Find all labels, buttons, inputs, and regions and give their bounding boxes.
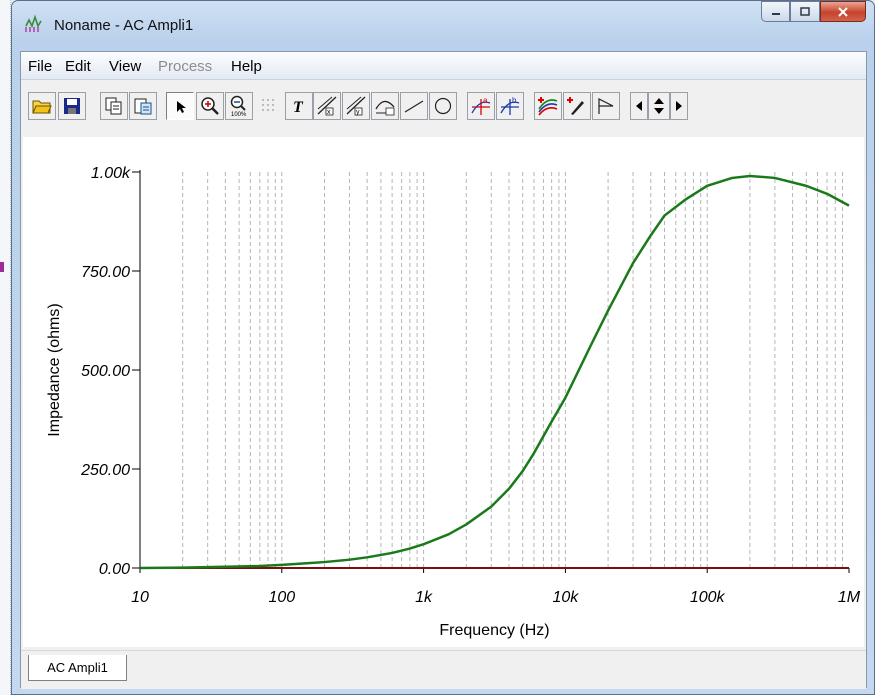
- svg-text:a: a: [483, 96, 488, 105]
- window-title: Noname - AC Ampli1: [54, 17, 194, 34]
- maximize-icon: [800, 6, 810, 16]
- title-bar[interactable]: Noname - AC Ampli1: [12, 1, 874, 51]
- y-cursor-icon: y: [346, 96, 366, 116]
- line-tool-button[interactable]: [400, 92, 428, 120]
- svg-text:100%: 100%: [231, 112, 247, 117]
- toolbar: 100% T x y a: [21, 80, 866, 132]
- zoom-100-icon: 100%: [230, 95, 247, 117]
- desktop-edge: [0, 0, 11, 695]
- close-button[interactable]: [820, 1, 866, 22]
- menu-help[interactable]: Help: [231, 58, 262, 75]
- curve-label-icon: [375, 100, 395, 116]
- copy-icon: [105, 97, 122, 115]
- minimize-button[interactable]: [761, 1, 790, 22]
- x-tick-label: 1k: [415, 589, 433, 606]
- minimize-icon: [771, 12, 780, 15]
- menu-view[interactable]: View: [109, 58, 142, 75]
- y-tick-label: 0.00: [99, 561, 130, 578]
- zoom-in-button[interactable]: [196, 92, 224, 120]
- x-tick-label: 10: [131, 589, 149, 606]
- app-logo-icon: [25, 14, 42, 32]
- desktop-marker: [0, 262, 4, 272]
- x-cursor-button[interactable]: x: [313, 92, 341, 120]
- save-disk-icon: [64, 98, 80, 114]
- cursor-b-icon: b: [500, 96, 520, 115]
- flag-button[interactable]: [592, 92, 620, 120]
- series-line-impedance: [139, 174, 850, 570]
- close-icon: [838, 6, 848, 17]
- text-tool-icon: T: [293, 99, 304, 115]
- cursor-b-button[interactable]: b: [496, 92, 524, 120]
- y-axis-title: Impedance (ohms): [46, 303, 63, 436]
- y-cursor-button[interactable]: y: [342, 92, 370, 120]
- zoom-in-icon: [201, 97, 219, 115]
- zoom-100-button[interactable]: 100%: [225, 92, 253, 120]
- tab-strip: AC Ampli1: [21, 650, 866, 689]
- x-axis-title: Frequency (Hz): [439, 622, 549, 639]
- x-tick-label: 1M: [838, 589, 861, 606]
- x-cursor-icon: x: [317, 96, 337, 116]
- y-tick-label: 500.00: [81, 363, 130, 380]
- pen-marker-button[interactable]: [563, 92, 591, 120]
- y-tick-label: 750.00: [81, 264, 130, 281]
- flag-icon: [598, 98, 614, 114]
- add-curve-button[interactable]: [534, 92, 562, 120]
- app-window: Noname - AC Ampli1 File Edit View Proces…: [11, 0, 875, 695]
- grid-button[interactable]: [255, 92, 283, 120]
- curve-label-button[interactable]: [371, 92, 399, 120]
- y-tick-label: 1.00k: [91, 165, 131, 182]
- maximize-button[interactable]: [790, 1, 820, 22]
- circle-tool-button[interactable]: [429, 92, 457, 120]
- pen-marker-icon: [567, 97, 584, 115]
- scroll-left-icon: [636, 101, 642, 111]
- add-curve-icon: [538, 97, 558, 116]
- svg-text:x: x: [327, 109, 331, 116]
- svg-text:y: y: [356, 109, 360, 116]
- paste-special-button[interactable]: [129, 92, 157, 120]
- line-tool-icon: [404, 100, 424, 113]
- menu-bar: File Edit View Process Help: [21, 52, 866, 80]
- menu-process[interactable]: Process: [158, 58, 213, 75]
- x-tick-label: 100: [268, 589, 295, 606]
- save-button[interactable]: [58, 92, 86, 120]
- scroll-right-icon: [676, 101, 682, 111]
- tab-ac-ampli1[interactable]: AC Ampli1: [28, 655, 127, 681]
- impedance-chart[interactable]: 0.00 250.00 500.00 750.00 1.00k 10 100 1k 10k 100…: [23, 137, 864, 647]
- scroll-updown-button[interactable]: [648, 92, 670, 120]
- plot-panel[interactable]: 0.00 250.00 500.00 750.00 1.00k 10 100 1k 10k 100…: [23, 137, 864, 647]
- open-button[interactable]: [28, 92, 56, 120]
- client-area: File Edit View Process Help: [20, 51, 867, 689]
- svg-text:T: T: [293, 99, 304, 115]
- scroll-updown-icon: [654, 98, 664, 114]
- x-tick-label: 10k: [553, 589, 580, 606]
- x-tick-label: 100k: [690, 589, 726, 606]
- pointer-arrow-icon: [177, 101, 186, 113]
- copy-button[interactable]: [100, 92, 128, 120]
- text-tool-button[interactable]: T: [285, 92, 313, 120]
- cursor-a-button[interactable]: a: [467, 92, 495, 120]
- grid-icon: [262, 99, 274, 111]
- circle-tool-icon: [434, 97, 452, 115]
- paste-special-icon: [134, 98, 152, 115]
- cursor-a-icon: a: [471, 96, 491, 115]
- menu-file[interactable]: File: [28, 58, 53, 75]
- svg-text:b: b: [512, 96, 517, 105]
- open-folder-icon: [32, 100, 52, 114]
- scroll-left-button[interactable]: [630, 92, 648, 120]
- menu-edit[interactable]: Edit: [65, 58, 91, 75]
- y-tick-label: 250.00: [80, 462, 130, 479]
- pointer-tool-button[interactable]: [166, 92, 194, 120]
- scroll-right-button[interactable]: [670, 92, 688, 120]
